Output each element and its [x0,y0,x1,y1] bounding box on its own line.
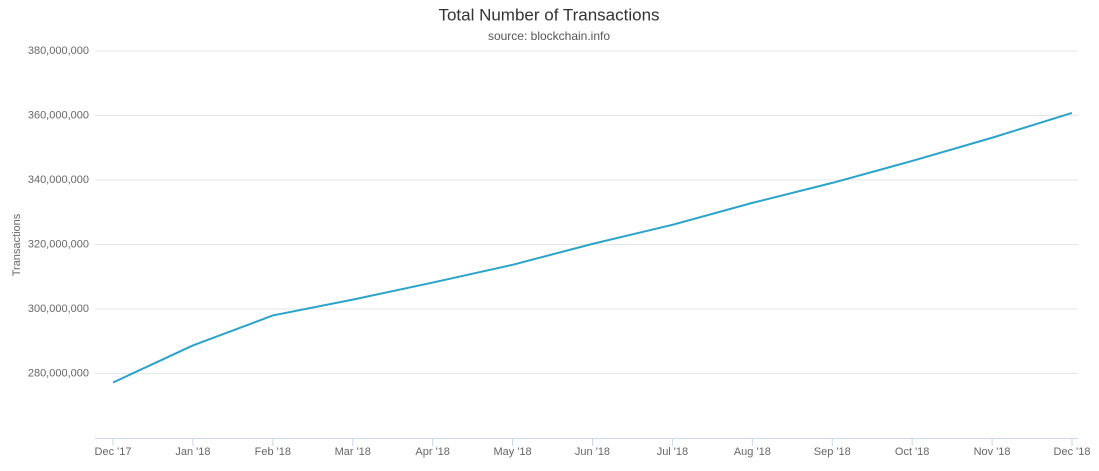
x-tick-label: Oct '18 [895,446,930,458]
x-tick-label: May '18 [493,446,531,458]
y-tick-label: 340,000,000 [28,174,89,186]
y-tick-label: 360,000,000 [28,109,89,121]
x-tick-label: Dec '17 [95,446,132,458]
line-series [112,111,1073,384]
x-tick-label: Jan '18 [175,446,210,458]
x-tick-label: Dec '18 [1054,446,1091,458]
x-tick-label: Sep '18 [814,446,851,458]
y-tick-label: 300,000,000 [28,303,89,315]
chart-title: Total Number of Transactions [438,5,659,24]
x-tick-label: Nov '18 [974,446,1011,458]
x-tick-label: Aug '18 [734,446,771,458]
x-tick-label: Jun '18 [575,446,610,458]
y-axis-label: Transactions [11,213,23,276]
y-tick-label: 280,000,000 [28,367,89,379]
x-tick-label: Mar '18 [335,446,371,458]
y-tick-label: 380,000,000 [28,45,89,57]
x-tick-label: Feb '18 [255,446,291,458]
x-tick-label: Jul '18 [657,446,688,458]
y-tick-label: 320,000,000 [28,238,89,250]
chart-subtitle: source: blockchain.info [488,29,610,43]
x-tick-label: Apr '18 [415,446,450,458]
